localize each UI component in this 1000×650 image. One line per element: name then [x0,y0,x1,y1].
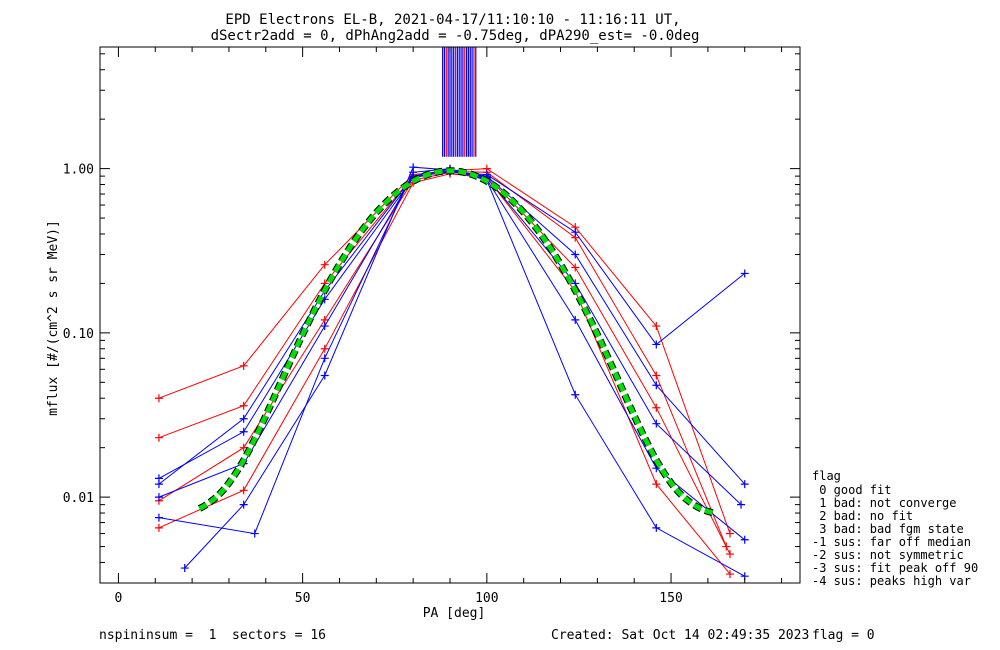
axes: 0 50 100 150 0.01 0.10 1.00 [63,46,801,606]
data-series [154,166,749,489]
legend-item: -4 sus: peaks high var [812,574,971,588]
data-series [154,169,734,579]
data-point [239,486,248,495]
data-point [239,361,248,370]
data-point [239,401,248,410]
data-point [571,228,580,237]
legend-item: -1 sus: far off median [812,535,971,549]
data-series [154,168,749,489]
data-point [571,390,580,399]
data-point [320,344,329,353]
series-line [184,166,745,577]
data-point [726,570,734,579]
chart-subtitle: dSectr2add = 0, dPhAng2add = -0.75deg, d… [211,28,700,44]
data-point [320,371,329,380]
legend-item: 2 bad: no fit [812,509,913,523]
legend-item: 1 bad: not converge [812,496,957,510]
data-point [239,414,248,423]
data-point [726,550,734,559]
data-point [740,269,749,278]
flag-legend: flag 0 good fit 1 bad: not converge 2 ba… [812,469,978,588]
legend-item: -2 sus: not symmetric [812,548,964,562]
data-point [482,170,491,179]
legend-title: flag [812,469,841,483]
data-point [652,523,661,532]
data-point [652,371,661,380]
data-point [239,500,248,509]
legend-item: 3 bad: bad fgm state [812,522,964,536]
footer-spin-info: nspininsum = 1 sectors = 16 [99,628,326,643]
x-tick-label: 150 [659,591,682,606]
data-point [652,381,661,390]
data-point [737,500,746,509]
data-point [571,263,580,272]
data-point [652,419,661,428]
data-point [320,260,329,269]
x-tick-label: 0 [115,591,123,606]
data-point [239,443,248,452]
data-point [726,529,734,538]
chart-title: EPD Electrons EL-B, 2021-04-17/11:10:10 … [225,12,680,28]
fit-curve [198,168,716,516]
series-line [158,171,731,555]
x-axis-label: PA [deg] [423,606,486,621]
data-point [652,340,661,349]
data-point [740,535,749,544]
footer-created: Created: Sat Oct 14 02:49:35 2023 [551,628,809,643]
plot-inner [154,47,749,581]
data-point [740,480,749,489]
y-tick-label: 1.00 [63,163,94,178]
x-tick-label: 50 [295,591,311,606]
y-tick-label: 0.01 [63,491,94,506]
data-point [320,322,329,331]
fit-curve-outline [197,167,717,517]
data-point [154,433,163,442]
legend-item: -3 sus: fit peak off 90 [812,561,978,575]
series-line [158,173,731,575]
legend-item: 0 good fit [812,483,891,497]
data-series [154,164,734,538]
data-point [652,480,661,489]
data-point [320,354,329,363]
data-point [571,315,580,324]
data-series [154,168,734,559]
data-point [154,394,163,403]
data-point [250,529,259,538]
y-tick-label: 0.10 [63,327,94,342]
data-series [154,165,746,509]
data-point [409,163,418,172]
data-point [180,564,189,573]
data-point [239,427,248,436]
data-point [154,480,163,489]
data-point [154,513,163,522]
data-point [154,493,163,502]
data-point [571,250,580,259]
data-point [154,523,163,532]
data-point [652,322,661,331]
footer-flag: flag = 0 [812,628,875,643]
y-axis-label: mflux [#/(cm^2 s sr MeV)] [46,220,61,416]
data-point [652,403,661,412]
data-series [154,167,731,551]
series-line [158,168,731,534]
x-tick-label: 100 [475,591,498,606]
plot-area [154,47,749,581]
